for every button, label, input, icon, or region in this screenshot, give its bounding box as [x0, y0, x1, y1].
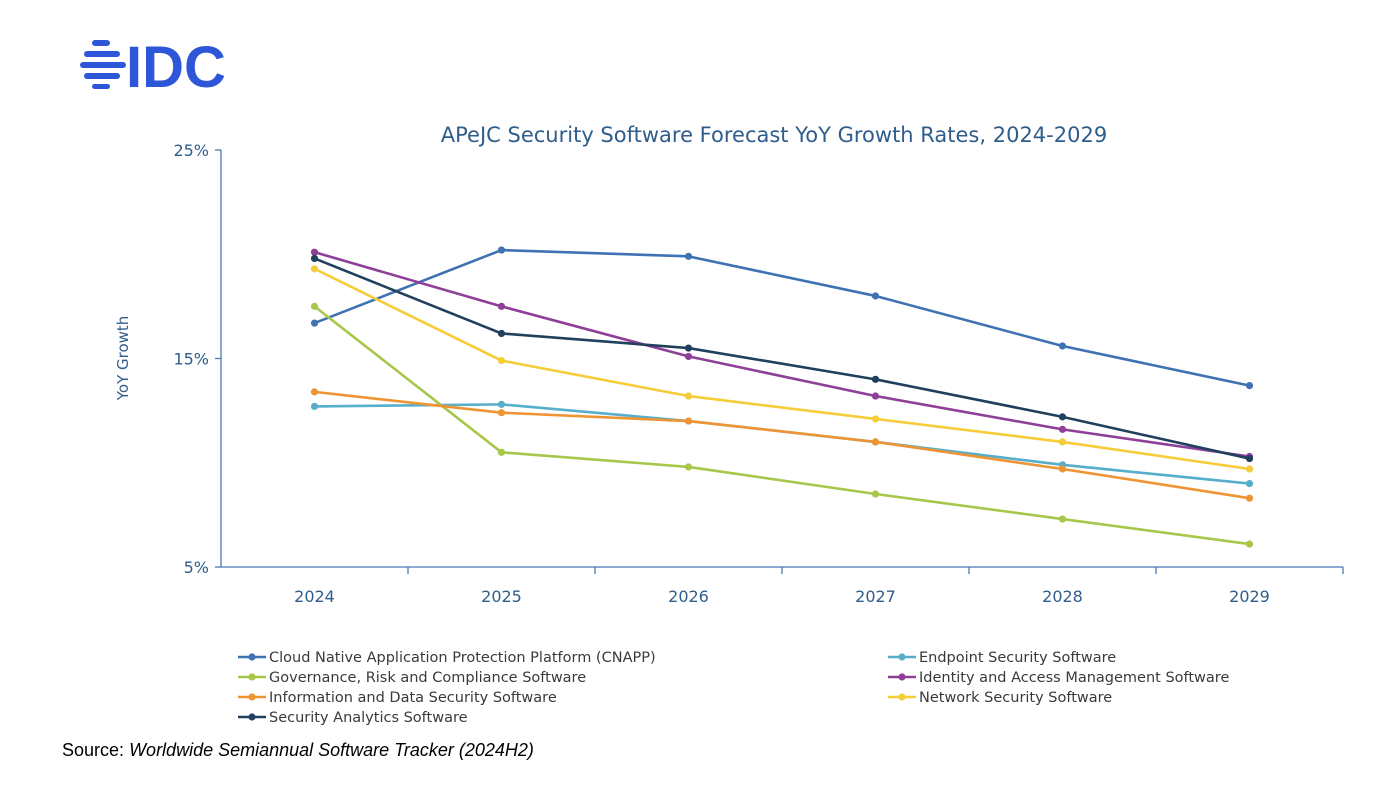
data-point — [1245, 382, 1254, 390]
series-line — [313, 267, 1251, 471]
series-5 — [310, 265, 1254, 473]
series-2 — [310, 302, 1254, 548]
data-point — [1058, 465, 1067, 473]
legend-item: Network Security Software — [888, 690, 1112, 706]
y-tick-label: 5% — [184, 558, 209, 577]
legend-swatch-marker — [898, 693, 906, 701]
series-line — [313, 257, 1251, 460]
data-point — [497, 302, 506, 310]
data-point — [871, 392, 880, 400]
legend-item: Governance, Risk and Compliance Software — [238, 670, 586, 686]
legend-label: Security Analytics Software — [269, 710, 468, 726]
data-point — [871, 438, 880, 446]
idc-logo: IDC — [80, 35, 226, 100]
legend-label: Endpoint Security Software — [919, 650, 1116, 666]
x-tick-label: 2025 — [481, 587, 522, 606]
data-point — [684, 252, 693, 260]
x-tick-label: 2029 — [1229, 587, 1270, 606]
source-note: Source: Worldwide Semiannual Software Tr… — [62, 740, 534, 761]
data-point — [310, 319, 319, 327]
data-point — [497, 409, 506, 417]
x-tick-label: 2026 — [668, 587, 709, 606]
x-tick-label: 2024 — [294, 587, 335, 606]
data-point — [684, 417, 693, 425]
data-point — [1058, 413, 1067, 421]
series-6 — [310, 254, 1254, 463]
legend-swatch-marker — [248, 673, 256, 681]
data-point — [1058, 438, 1067, 446]
series-4 — [310, 388, 1254, 502]
legend-label: Cloud Native Application Protection Plat… — [269, 650, 656, 666]
data-point — [1245, 480, 1254, 488]
legend-label: Identity and Access Management Software — [919, 670, 1229, 686]
data-point — [497, 329, 506, 338]
data-point — [871, 490, 880, 498]
legend-label: Information and Data Security Software — [269, 690, 557, 706]
data-point — [1245, 454, 1254, 463]
x-tick-label: 2027 — [855, 587, 896, 606]
data-point — [1058, 515, 1067, 523]
legend-label: Network Security Software — [919, 690, 1112, 706]
x-ticks: 2024 2025 2026 2027 2028 2029 — [294, 567, 1344, 606]
data-point — [497, 448, 506, 456]
data-point — [1058, 425, 1067, 433]
legend-item: Endpoint Security Software — [888, 650, 1116, 666]
data-point — [1245, 540, 1254, 548]
legend-swatch-marker — [898, 673, 906, 681]
data-point — [310, 248, 319, 256]
data-point — [684, 463, 693, 471]
idc-logo-globe-icon — [80, 40, 126, 89]
data-point — [871, 375, 880, 383]
legend-item: Cloud Native Application Protection Plat… — [238, 650, 656, 666]
data-point — [1245, 465, 1254, 473]
data-point — [684, 352, 693, 361]
series-line — [313, 390, 1251, 500]
chart-title: APeJC Security Software Forecast YoY Gro… — [441, 123, 1107, 147]
series-line — [313, 250, 1251, 458]
legend-swatch-marker — [248, 653, 256, 661]
data-point — [497, 246, 506, 254]
series-group — [310, 246, 1254, 548]
series-line — [313, 305, 1251, 546]
chart: IDC APeJC Security Software Forecast YoY… — [80, 35, 1344, 726]
data-point — [871, 415, 880, 423]
data-point — [310, 388, 319, 396]
source-title: Worldwide Semiannual Software Tracker (2… — [129, 740, 534, 760]
series-line — [313, 248, 1251, 387]
data-point — [310, 302, 319, 310]
y-tick-label: 15% — [173, 350, 209, 369]
data-point — [1245, 494, 1254, 502]
data-point — [684, 392, 693, 400]
legend-swatch-marker — [248, 713, 256, 721]
series-3 — [310, 248, 1254, 461]
legend-item: Identity and Access Management Software — [888, 670, 1229, 686]
y-axis-label: YoY Growth — [114, 316, 132, 402]
data-point — [684, 344, 693, 352]
source-label: Source: — [62, 740, 125, 760]
data-point — [871, 292, 880, 300]
legend-swatch-marker — [248, 693, 256, 701]
idc-logo-text: IDC — [126, 35, 226, 100]
data-point — [310, 402, 319, 411]
data-point — [1058, 342, 1067, 350]
y-tick-label: 25% — [173, 141, 209, 160]
x-tick-label: 2028 — [1042, 587, 1083, 606]
data-point — [497, 400, 506, 408]
data-point — [497, 356, 506, 365]
legend-item: Security Analytics Software — [238, 710, 468, 726]
series-0 — [310, 246, 1254, 390]
data-point — [310, 265, 319, 273]
legend-label: Governance, Risk and Compliance Software — [269, 670, 586, 686]
legend-swatch-marker — [898, 653, 906, 661]
legend: Cloud Native Application Protection Plat… — [238, 650, 1229, 726]
data-point — [310, 254, 319, 263]
legend-item: Information and Data Security Software — [238, 690, 557, 706]
y-ticks: 5% 15% 25% — [173, 141, 221, 577]
